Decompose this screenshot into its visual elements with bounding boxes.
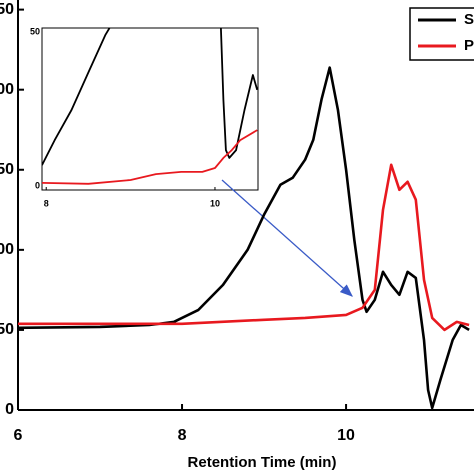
plot-area: [18, 66, 470, 410]
x-tick-label: 10: [337, 427, 355, 444]
legend: [409, 7, 474, 61]
legend-label: S: [464, 11, 474, 28]
y-tick-label: 0: [5, 401, 14, 418]
y-tick-label: 250: [0, 1, 14, 18]
inset-frame: [41, 27, 259, 191]
x-tick-label: 8: [44, 198, 49, 208]
x-tick-label: 6: [14, 427, 23, 444]
x-tick-label: 8: [178, 427, 187, 444]
y-tick-label: 0: [35, 180, 40, 190]
series-line: [18, 163, 470, 332]
x-axis-label: Retention Time (min): [188, 454, 337, 471]
y-tick-label: 200: [0, 81, 14, 98]
series-line: [42, 28, 258, 166]
y-tick-label: 50: [0, 321, 14, 338]
series-line: [18, 66, 470, 410]
arrow: [221, 179, 353, 297]
series-line: [42, 129, 258, 185]
legend-label: P: [464, 37, 474, 54]
plot-area: [42, 28, 258, 185]
y-tick-label: 150: [0, 161, 14, 178]
y-tick-label: 50: [30, 26, 40, 36]
x-tick-label: 10: [210, 198, 220, 208]
y-tick-label: 100: [0, 241, 14, 258]
